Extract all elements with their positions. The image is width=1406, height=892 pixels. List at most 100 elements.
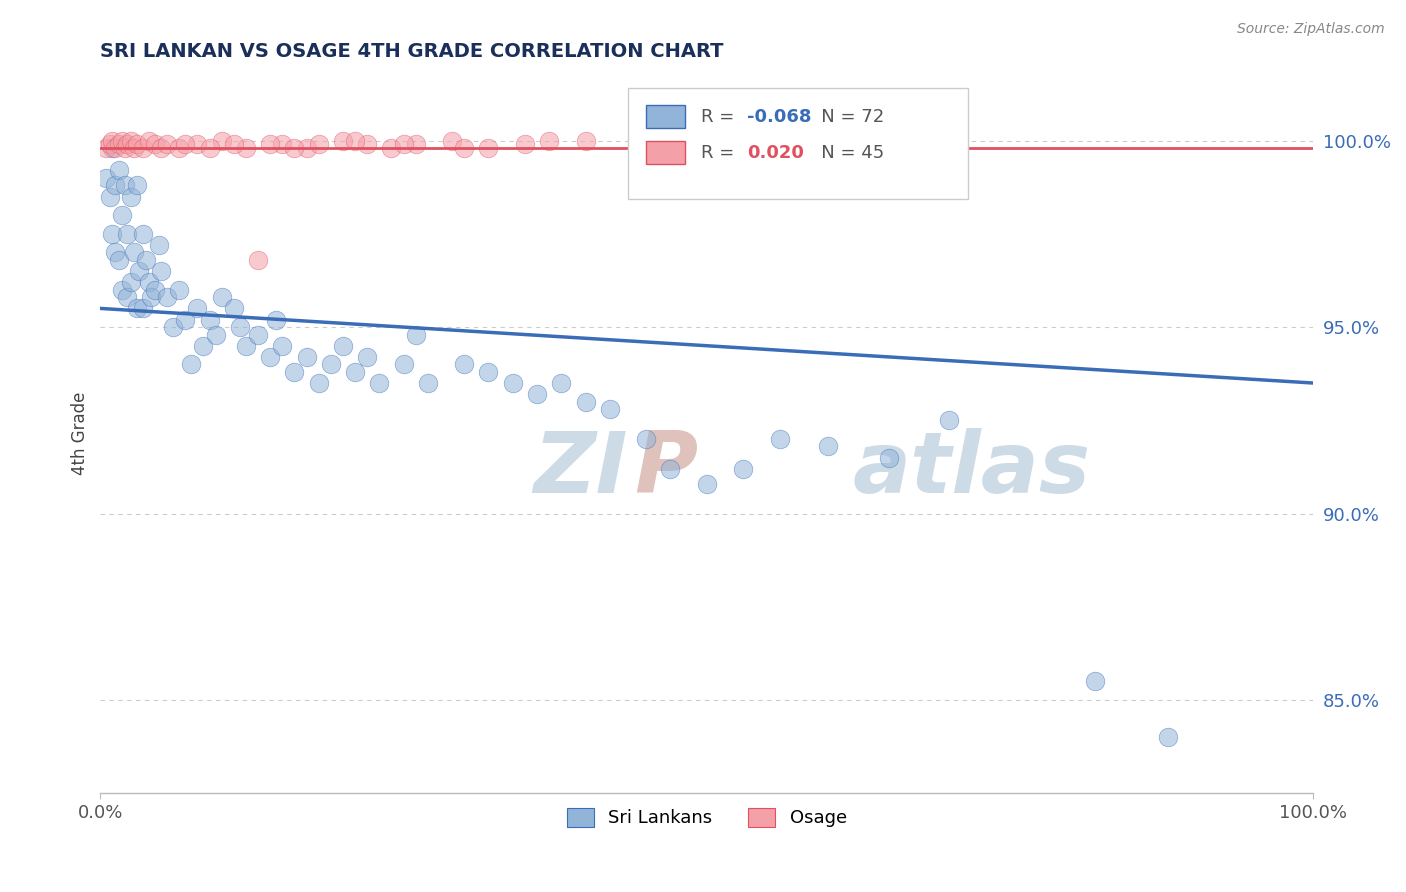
Point xyxy=(198,312,221,326)
Point xyxy=(247,327,270,342)
Point xyxy=(211,134,233,148)
FancyBboxPatch shape xyxy=(647,105,685,128)
Point xyxy=(574,134,596,148)
Point xyxy=(150,141,173,155)
Point xyxy=(101,134,124,148)
Point xyxy=(938,137,960,152)
Point xyxy=(104,178,127,193)
Point xyxy=(148,238,170,252)
Text: N = 45: N = 45 xyxy=(804,144,884,161)
Y-axis label: 4th Grade: 4th Grade xyxy=(72,392,89,475)
Point xyxy=(174,137,197,152)
Text: ZI: ZI xyxy=(533,428,628,511)
Text: SRI LANKAN VS OSAGE 4TH GRADE CORRELATION CHART: SRI LANKAN VS OSAGE 4TH GRADE CORRELATIO… xyxy=(100,42,724,61)
Point xyxy=(125,137,148,152)
Point xyxy=(174,312,197,326)
Point xyxy=(319,357,342,371)
Point xyxy=(115,227,138,241)
Point xyxy=(235,339,257,353)
Point xyxy=(120,134,142,148)
Point xyxy=(125,178,148,193)
Point xyxy=(115,137,138,152)
Point xyxy=(111,208,134,222)
Text: 0.020: 0.020 xyxy=(747,144,804,161)
Point xyxy=(115,290,138,304)
Point xyxy=(477,365,499,379)
Point xyxy=(259,137,281,152)
Point xyxy=(114,141,136,155)
Text: atlas: atlas xyxy=(852,428,1091,511)
Point xyxy=(156,290,179,304)
Point xyxy=(138,134,160,148)
Legend: Sri Lankans, Osage: Sri Lankans, Osage xyxy=(560,801,855,835)
Text: P: P xyxy=(634,428,697,511)
Point xyxy=(513,137,536,152)
Point xyxy=(132,227,155,241)
Point xyxy=(132,141,155,155)
Point xyxy=(107,163,129,178)
Point xyxy=(332,339,354,353)
Point xyxy=(636,141,658,155)
Point xyxy=(114,178,136,193)
Point xyxy=(283,365,305,379)
Point xyxy=(162,320,184,334)
Point xyxy=(167,141,190,155)
Point xyxy=(259,350,281,364)
Point xyxy=(135,252,157,267)
Point xyxy=(125,301,148,316)
Point xyxy=(138,275,160,289)
Point xyxy=(96,141,118,155)
Point xyxy=(150,264,173,278)
Point xyxy=(938,413,960,427)
Point xyxy=(107,252,129,267)
Point xyxy=(344,134,367,148)
Point xyxy=(120,189,142,203)
Point xyxy=(180,357,202,371)
Point xyxy=(104,141,127,155)
Point xyxy=(295,141,318,155)
Point xyxy=(283,141,305,155)
Point xyxy=(186,137,208,152)
Point xyxy=(128,264,150,278)
Point xyxy=(308,137,330,152)
Point xyxy=(107,137,129,152)
Point xyxy=(143,137,166,152)
Point xyxy=(120,275,142,289)
Point xyxy=(247,252,270,267)
Text: R =: R = xyxy=(700,144,740,161)
Point xyxy=(96,170,118,185)
Point xyxy=(574,394,596,409)
Text: Source: ZipAtlas.com: Source: ZipAtlas.com xyxy=(1237,22,1385,37)
Point xyxy=(356,350,378,364)
Point xyxy=(344,365,367,379)
Point xyxy=(235,141,257,155)
Point xyxy=(356,137,378,152)
Point xyxy=(538,134,561,148)
Point xyxy=(132,301,155,316)
Text: R =: R = xyxy=(700,108,740,126)
Point xyxy=(696,137,718,152)
Point xyxy=(1157,731,1180,745)
Point xyxy=(111,134,134,148)
Point xyxy=(733,462,755,476)
Point xyxy=(768,432,790,446)
Point xyxy=(124,245,146,260)
Point xyxy=(1084,674,1107,689)
Point xyxy=(416,376,439,390)
Point xyxy=(405,137,427,152)
Point xyxy=(636,432,658,446)
Point xyxy=(877,450,900,465)
Point xyxy=(308,376,330,390)
Point xyxy=(441,134,464,148)
Point xyxy=(380,141,402,155)
Point xyxy=(332,134,354,148)
Point xyxy=(526,387,548,401)
Text: -0.068: -0.068 xyxy=(747,108,811,126)
Point xyxy=(659,462,682,476)
Point xyxy=(141,290,163,304)
Point xyxy=(453,357,475,371)
Point xyxy=(264,312,287,326)
Point xyxy=(696,476,718,491)
Point xyxy=(198,141,221,155)
Point xyxy=(193,339,215,353)
